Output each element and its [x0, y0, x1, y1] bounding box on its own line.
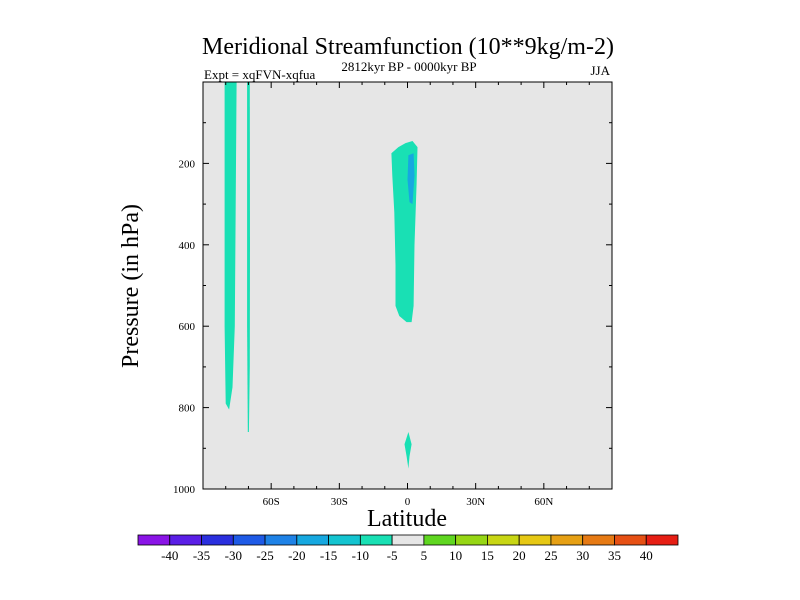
colorbar-label: -40: [161, 548, 178, 563]
colorbar-swatch: [645, 534, 679, 546]
colorbar-swatch: [582, 534, 615, 546]
colorbar-label: 5: [421, 548, 428, 563]
y-tick-label: 600: [179, 321, 196, 333]
blue-tropical-core: [407, 153, 415, 205]
colorbar-swatch: [550, 534, 584, 546]
colorbar-swatch: [455, 534, 488, 546]
x-tick-label: 30S: [331, 496, 348, 508]
x-tick-label: 60N: [534, 496, 553, 508]
colorbar-label: -30: [225, 548, 242, 563]
y-axis-ticks: 200 400 600 800 1000: [173, 122, 612, 496]
colorbar-label: -35: [193, 548, 210, 563]
period-label: 2812kyr BP - 0000kyr BP: [341, 59, 476, 74]
colorbar: -40 -35 -30 -25 -20 -15 -10 -5 5 10 15 20 25 30 35 40: [137, 534, 679, 563]
colorbar-swatch: [296, 534, 329, 546]
cyan-band-2: [247, 82, 250, 432]
experiment-label: Expt = xqFVN-xqfua: [204, 67, 316, 82]
cyan-tropical-lower: [404, 432, 412, 469]
season-label: JJA: [590, 63, 610, 78]
colorbar-label: -20: [288, 548, 305, 563]
colorbar-swatch: [264, 534, 298, 546]
x-axis-ticks: 60S 30S 0 30N 60N: [225, 82, 590, 508]
colorbar-swatch: [201, 534, 234, 546]
colorbar-label: 35: [608, 548, 621, 563]
colorbar-label: -10: [352, 548, 369, 563]
colorbar-label: 20: [513, 548, 526, 563]
colorbar-label: -15: [320, 548, 337, 563]
y-tick-label: 200: [179, 158, 196, 170]
y-tick-label: 1000: [173, 484, 196, 496]
colorbar-swatch: [232, 534, 266, 546]
colorbar-label: 40: [640, 548, 653, 563]
colorbar-label: 30: [576, 548, 589, 563]
colorbar-swatch: [328, 534, 361, 546]
colorbar-swatch: [614, 534, 647, 546]
colorbar-swatch: [423, 534, 457, 546]
colorbar-swatch: [518, 534, 552, 546]
contour-regions: [224, 82, 418, 469]
colorbar-label: 10: [449, 548, 462, 563]
cyan-band-1: [224, 82, 237, 410]
colorbar-swatch: [137, 534, 171, 546]
colorbar-swatch: [169, 534, 202, 546]
x-axis-label: Latitude: [367, 506, 447, 532]
chart-title: Meridional Streamfunction (10**9kg/m-2): [202, 34, 614, 60]
colorbar-label: 25: [544, 548, 557, 563]
y-tick-label: 800: [179, 403, 196, 415]
x-tick-label: 0: [405, 496, 411, 508]
colorbar-swatch: [391, 534, 425, 546]
x-tick-label: 60S: [263, 496, 280, 508]
y-axis-label: Pressure (in hPa): [118, 204, 144, 368]
colorbar-label: -25: [256, 548, 273, 563]
y-tick-label: 400: [179, 240, 196, 252]
colorbar-swatch: [359, 534, 393, 546]
x-tick-label: 30N: [466, 496, 485, 508]
colorbar-swatch: [487, 534, 520, 546]
colorbar-label: 15: [481, 548, 494, 563]
colorbar-label: -5: [387, 548, 398, 563]
